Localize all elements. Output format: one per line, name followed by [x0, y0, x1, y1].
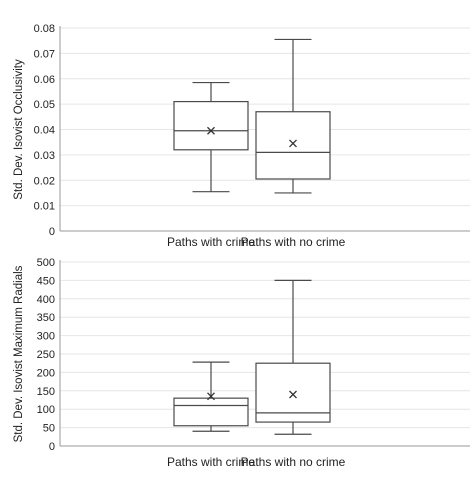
chart1-ytick-label: 0.08 — [34, 23, 55, 35]
chart1-category-label: Paths with no crime — [241, 235, 346, 249]
chart1-ytick-label: 0.06 — [34, 74, 55, 86]
chart2-ytick-label: 400 — [37, 294, 55, 306]
chart1-mean-marker — [289, 139, 297, 148]
chart1-ytick-label: 0.03 — [34, 150, 55, 162]
chart1-ytick-label: 0.05 — [34, 99, 55, 111]
chart2-ytick-label: 150 — [37, 386, 55, 398]
chart2-box — [173, 397, 249, 427]
chart2-ytick-label: 200 — [37, 367, 55, 379]
chart2-ytick-label: 250 — [37, 349, 55, 361]
chart2-ytick-label: 300 — [37, 331, 55, 343]
chart2-mean-marker — [289, 390, 297, 399]
chart2-category-label: Paths with crime — [167, 455, 255, 469]
chart2-ytick-label: 500 — [37, 257, 55, 269]
chart1-box — [173, 100, 249, 151]
chart1-ytick-label: 0.04 — [34, 125, 55, 137]
chart2-ytick-label: 100 — [37, 404, 55, 416]
chart2-category-label: Paths with no crime — [241, 455, 346, 469]
chart2-ytick-label: 50 — [43, 423, 55, 435]
chart2-mean-marker — [207, 392, 215, 401]
chart1-mean-marker — [207, 126, 215, 135]
chart1-y-axis-label: Std. Dev. Isovist Occlusivity — [13, 59, 25, 200]
chart2-ytick-label: 0 — [49, 441, 55, 453]
chart1-ytick-label: 0 — [49, 226, 55, 238]
chart1-ytick-label: 0.01 — [34, 201, 55, 213]
chart1-box — [255, 111, 331, 180]
chart1-ytick-label: 0.07 — [34, 48, 55, 60]
chart1-ytick-label: 0.02 — [34, 175, 55, 187]
chart2-box — [255, 362, 331, 423]
chart2-ytick-label: 350 — [37, 312, 55, 324]
chart2-y-axis-label: Std. Dev. Isovist Maximum Radials — [13, 265, 25, 442]
chart2-ytick-label: 450 — [37, 275, 55, 287]
chart1-category-label: Paths with crime — [167, 235, 255, 249]
